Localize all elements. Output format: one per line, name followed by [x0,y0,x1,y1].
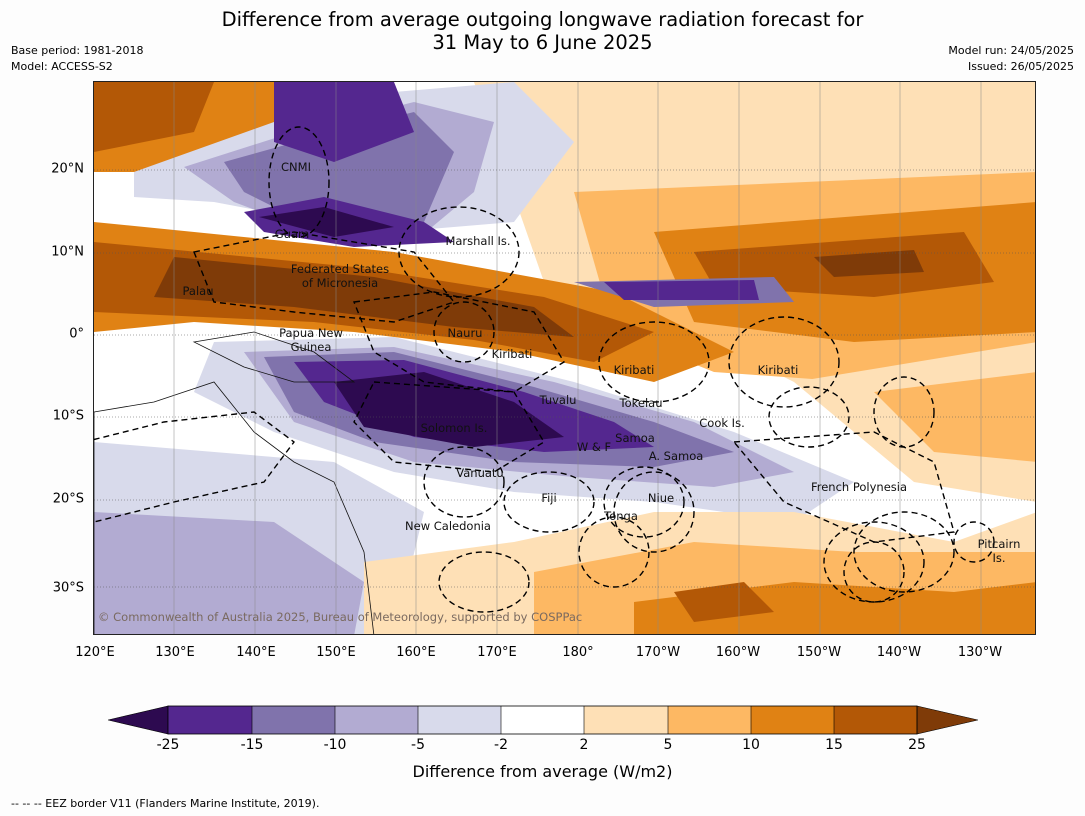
lon-label: 130°W [957,645,1003,660]
colorbar-segment [168,706,252,734]
place-label: Tonga [604,509,638,523]
place-label: Pitcairn Is. [977,537,1021,565]
colorbar-segment [252,706,335,734]
place-label: Cook Is. [699,416,745,430]
colorbar-segment [751,706,834,734]
colorbar-label: Difference from average (W/m2) [412,762,673,781]
eez-legend-note: -- -- -- EEZ border V11 (Flanders Marine… [11,797,320,810]
place-label: CNMI [281,160,311,174]
lon-label: 140°E [236,645,276,660]
base-period: Base period: 1981-2018 [11,44,144,57]
meta-right: Model run: 24/05/2025 Issued: 26/05/2025 [948,43,1074,75]
colorbar-segment [501,706,584,734]
lat-label: 20°N [51,161,84,177]
lat-label: 10°S [52,408,84,424]
colorbar-tick: 25 [908,737,926,753]
place-label: Samoa [615,431,655,445]
place-label: French Polynesia [810,480,908,494]
place-label: Papua New Guinea [279,326,343,354]
place-label: Tokelau [619,396,663,410]
colorbar-extend-high [916,705,978,735]
place-label: A. Samoa [648,449,704,463]
lat-label: 10°N [51,244,84,260]
place-label: Nauru [447,326,483,340]
colorbar-tick: -2 [494,737,508,753]
colorbar-tick: 2 [579,737,589,753]
lon-label: 170°E [477,645,517,660]
place-label: Federated States of Micronesia [290,262,390,290]
copyright-notice: © Commonwealth of Australia 2025, Bureau… [98,610,583,624]
lon-label: 150°E [316,645,356,660]
colorbar-tick: -5 [411,737,425,753]
place-label: Fiji [541,491,557,505]
place-label: Kiribati [613,363,655,377]
colorbar-tick: -10 [323,737,347,753]
lat-label: 30°S [52,580,84,596]
lat-label: 20°S [52,491,84,507]
place-label: Niue [647,491,675,505]
place-label: New Caledonia [405,519,491,533]
model-run: Model run: 24/05/2025 [948,44,1074,57]
colorbar-extend-low [108,705,169,735]
colorbar-tick: 5 [663,737,673,753]
lon-label: 170°W [635,645,681,660]
map-canvas [94,82,1035,634]
colorbar-tick: 15 [825,737,843,753]
place-label: Palau [182,284,214,298]
place-label: Marshall Is. [445,234,511,248]
lon-label: 130°E [155,645,195,660]
lon-label: 180° [562,645,594,660]
place-label: Tuvalu [539,393,577,407]
place-label: Vanuatu [456,466,504,480]
lon-label: 140°W [876,645,922,660]
colorbar-segment [584,706,668,734]
colorbar-segment [834,706,917,734]
colorbar [108,705,978,735]
colorbar-tick: 10 [742,737,760,753]
place-label: Solomon Is. [420,421,488,435]
lon-label: 160°W [715,645,761,660]
place-label: Guam [274,227,310,241]
chart-title: Difference from average outgoing longwav… [0,8,1085,54]
place-label: Kiribati [491,347,533,361]
title-line-2: 31 May to 6 June 2025 [432,31,653,54]
meta-left: Base period: 1981-2018 Model: ACCESS-S2 [11,43,143,75]
lon-label: 120°E [75,645,115,660]
lon-label: 150°W [796,645,842,660]
issued-date: Issued: 26/05/2025 [967,60,1074,73]
lon-label: 160°E [396,645,436,660]
lat-label: 0° [69,326,84,342]
model-name: Model: ACCESS-S2 [11,60,113,73]
place-label: Kiribati [757,363,799,377]
colorbar-segment [668,706,751,734]
place-label: W & F [576,440,612,454]
colorbar-tick: -15 [240,737,264,753]
colorbar-tick: -25 [156,737,180,753]
colorbar-segment [335,706,418,734]
olr-anomaly-map: CNMI Guam Marshall Is. Palau Federated S… [93,81,1036,635]
title-line-1: Difference from average outgoing longwav… [221,8,864,31]
colorbar-segment [418,706,501,734]
